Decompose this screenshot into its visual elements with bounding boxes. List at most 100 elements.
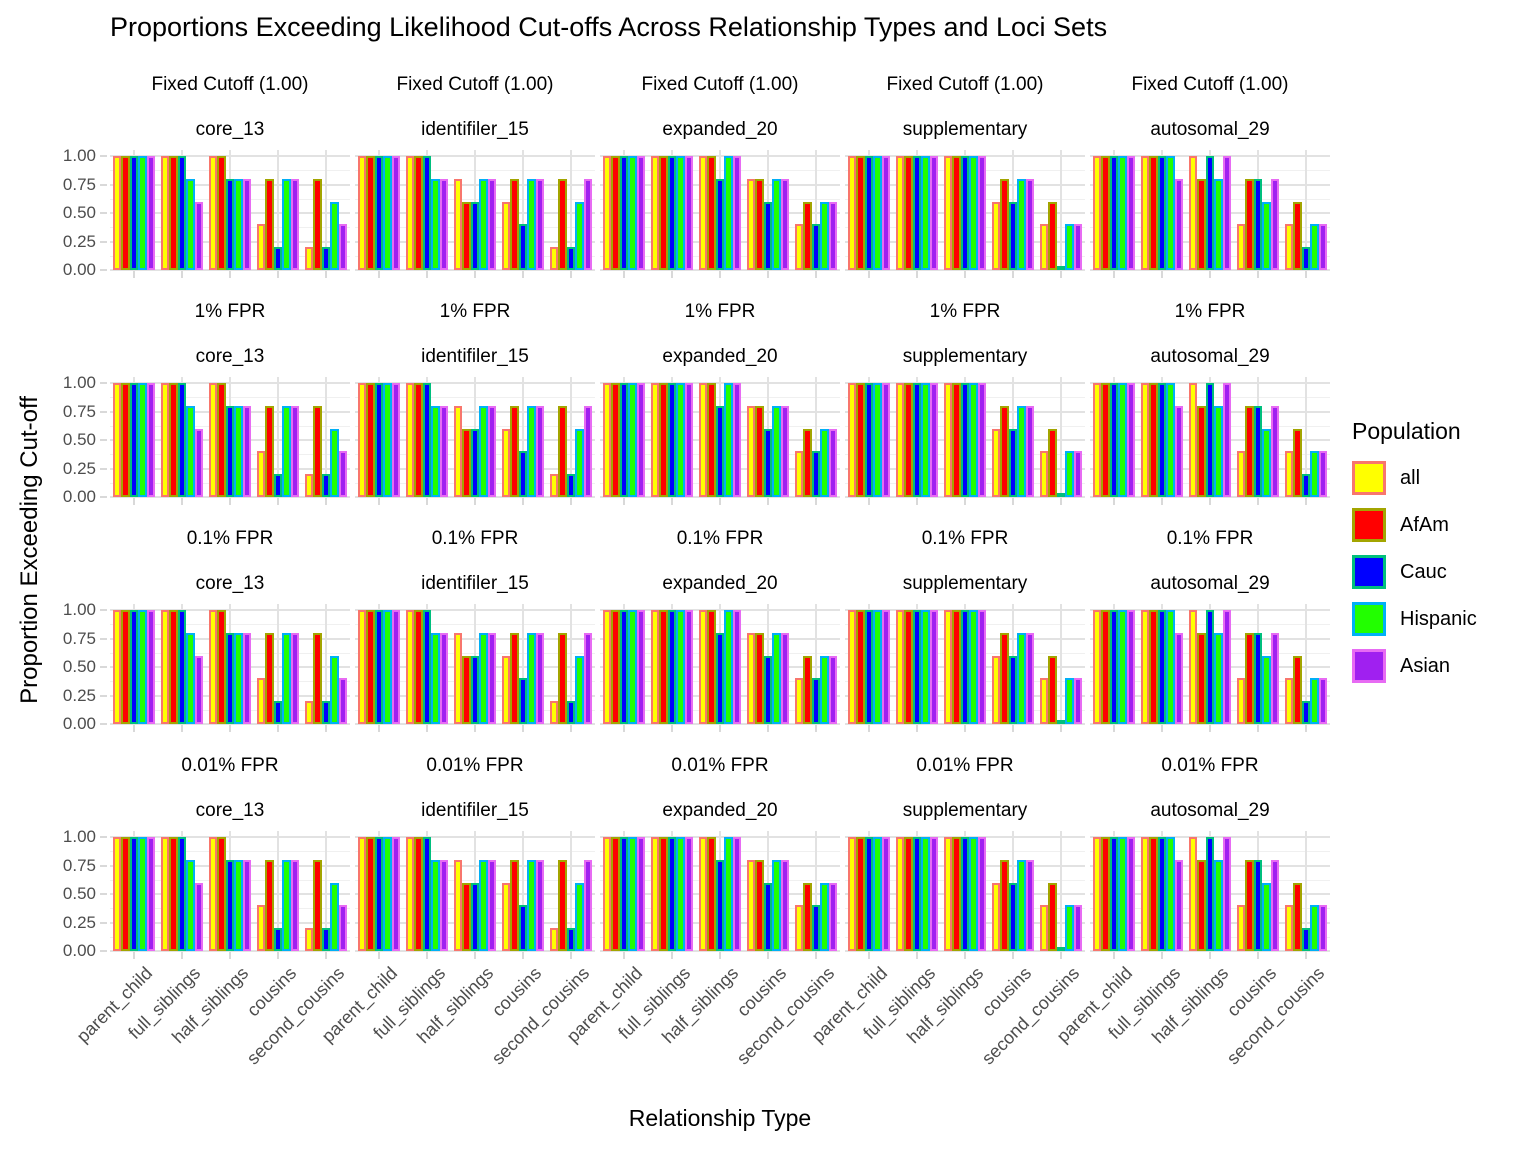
bar-Asian bbox=[242, 179, 252, 270]
bar-Hispanic bbox=[1214, 406, 1223, 497]
bar-all bbox=[650, 383, 660, 497]
x-tick-mark bbox=[325, 498, 327, 505]
bar-Asian bbox=[732, 610, 742, 724]
bar-all bbox=[943, 156, 953, 270]
x-tick-mark bbox=[719, 725, 721, 732]
gridline-major bbox=[355, 950, 595, 952]
bar-group bbox=[208, 837, 252, 951]
bar-Asian bbox=[391, 837, 401, 951]
bar-Asian bbox=[881, 383, 891, 497]
x-tick-mark bbox=[426, 952, 428, 959]
x-tick-mark bbox=[767, 498, 769, 505]
bar-all bbox=[1188, 156, 1198, 270]
bar-Hispanic bbox=[1065, 678, 1074, 724]
Hispanic-swatch bbox=[1352, 602, 1386, 636]
bar-Cauc bbox=[225, 633, 235, 724]
bar-group bbox=[549, 633, 593, 724]
strip-loci-label: expanded_20 bbox=[662, 800, 778, 821]
bar-Hispanic bbox=[234, 633, 243, 724]
bar-Hispanic bbox=[1017, 633, 1026, 724]
bar-group bbox=[357, 156, 401, 270]
bar-all bbox=[1188, 837, 1198, 951]
bar-group bbox=[602, 610, 646, 724]
bar-Hispanic bbox=[330, 429, 339, 497]
bar-Asian bbox=[391, 610, 401, 724]
bar-Asian bbox=[1126, 156, 1136, 270]
bar-group bbox=[1284, 656, 1328, 724]
x-tick-mark bbox=[325, 952, 327, 959]
gridline-vertical bbox=[1060, 604, 1062, 724]
strip-loci-label: expanded_20 bbox=[662, 573, 778, 594]
bar-group bbox=[304, 179, 348, 270]
bar-Hispanic bbox=[330, 656, 339, 724]
bar-Hispanic bbox=[1118, 156, 1127, 270]
bar-Cauc bbox=[518, 905, 528, 951]
bar-group bbox=[453, 860, 497, 951]
bar-Asian bbox=[828, 202, 838, 270]
bar-Asian bbox=[881, 156, 891, 270]
x-tick-mark bbox=[570, 952, 572, 959]
bar-Cauc bbox=[129, 156, 139, 270]
bar-Cauc bbox=[1253, 406, 1263, 497]
bar-group bbox=[1236, 406, 1280, 497]
bar-all bbox=[405, 383, 415, 497]
bar-Asian bbox=[1222, 610, 1232, 724]
bar-all bbox=[501, 429, 511, 497]
bar-Cauc bbox=[1109, 837, 1119, 951]
bar-Cauc bbox=[763, 883, 773, 951]
bar-all bbox=[405, 610, 415, 724]
bar-Cauc bbox=[273, 928, 283, 951]
facet-panel bbox=[355, 150, 595, 271]
facet-panel bbox=[600, 377, 840, 498]
bar-Cauc bbox=[1008, 202, 1018, 270]
bar-all bbox=[698, 837, 708, 951]
bar-Cauc bbox=[129, 837, 139, 951]
x-tick-mark bbox=[815, 498, 817, 505]
bar-Cauc bbox=[566, 928, 576, 951]
gridline-vertical bbox=[815, 377, 817, 497]
bar-group bbox=[991, 860, 1035, 951]
bar-group bbox=[746, 860, 790, 951]
gridline-major bbox=[845, 269, 1085, 271]
y-tick-label: 0.50 bbox=[62, 884, 96, 903]
bar-Asian bbox=[1318, 224, 1328, 270]
bar-all bbox=[256, 678, 266, 724]
facet-panel bbox=[110, 377, 350, 498]
y-tick-mark bbox=[100, 694, 107, 697]
bar-group bbox=[943, 610, 987, 724]
x-tick-mark bbox=[133, 271, 135, 278]
x-tick-mark bbox=[1209, 725, 1211, 732]
bar-group bbox=[794, 656, 838, 724]
bar-Cauc bbox=[912, 610, 922, 724]
bar-Hispanic bbox=[383, 156, 392, 270]
bar-Hispanic bbox=[575, 429, 584, 497]
bar-all bbox=[602, 610, 612, 724]
facet-panel bbox=[845, 150, 1085, 271]
gridline-vertical bbox=[325, 377, 327, 497]
bar-Asian bbox=[583, 860, 593, 951]
bar-Asian bbox=[439, 179, 449, 270]
bar-all bbox=[304, 474, 314, 497]
bar-AfAm bbox=[1149, 837, 1158, 951]
bar-AfAm bbox=[803, 883, 812, 951]
legend-entry: all bbox=[1352, 461, 1536, 495]
y-tick-label: 1.00 bbox=[62, 827, 96, 846]
bar-group bbox=[1039, 429, 1083, 497]
bar-AfAm bbox=[265, 860, 274, 951]
bar-Asian bbox=[583, 633, 593, 724]
bar-Asian bbox=[1318, 905, 1328, 951]
facet-panel bbox=[1090, 604, 1330, 725]
legend-entry: Cauc bbox=[1352, 555, 1536, 589]
bar-AfAm bbox=[1197, 633, 1206, 724]
bar-Asian bbox=[636, 383, 646, 497]
x-tick-mark bbox=[1257, 952, 1259, 959]
bar-group bbox=[357, 837, 401, 951]
bar-all bbox=[1140, 156, 1150, 270]
strip-cutoff-label: 0.01% FPR bbox=[1161, 755, 1259, 776]
bar-Hispanic bbox=[1118, 610, 1127, 724]
bar-AfAm bbox=[265, 633, 274, 724]
bar-Cauc bbox=[912, 837, 922, 951]
y-tick-mark bbox=[100, 410, 107, 413]
x-tick-mark bbox=[1209, 271, 1211, 278]
x-tick-mark bbox=[229, 725, 231, 732]
